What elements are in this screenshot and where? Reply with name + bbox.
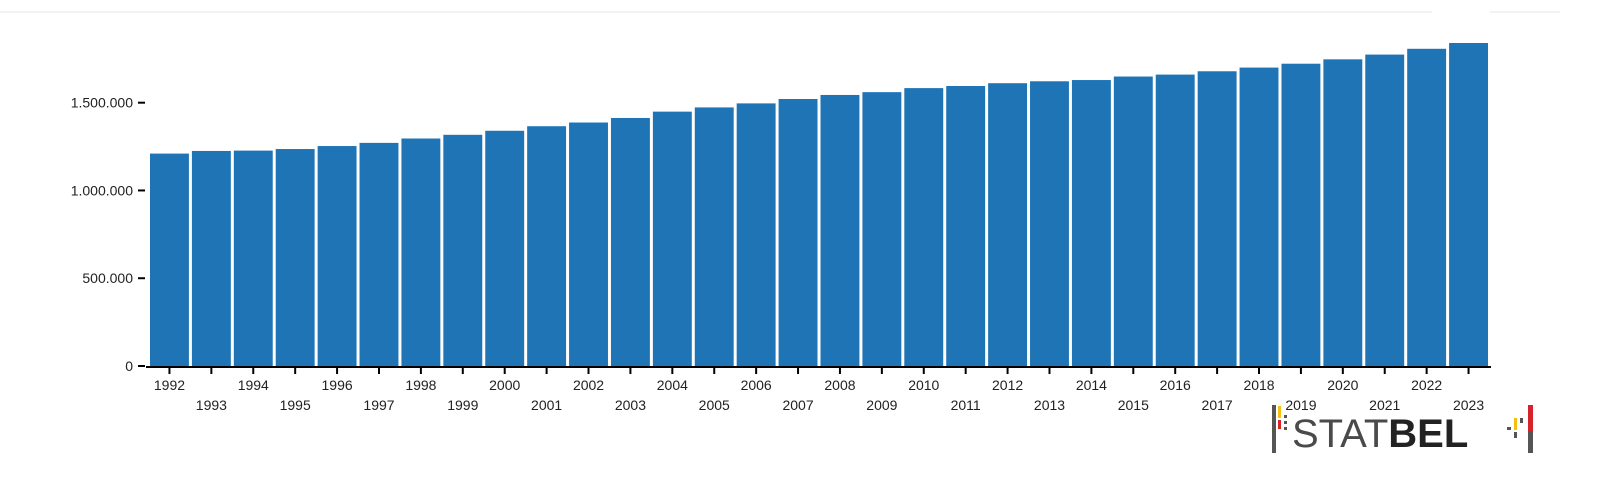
statbel-logo: STATBEL (1272, 405, 1533, 456)
bars-group (150, 43, 1488, 367)
bar-2007[interactable] (778, 99, 818, 366)
x-tick-label: 2006 (741, 377, 772, 393)
y-tick-label: 1.500.000 (71, 95, 133, 111)
bar-2003[interactable] (610, 117, 650, 367)
x-tick-label: 1996 (322, 377, 353, 393)
bar-2006[interactable] (736, 103, 776, 366)
x-tick-label: 2001 (531, 397, 562, 413)
x-tick-label: 2009 (866, 397, 897, 413)
bar-2005[interactable] (694, 107, 734, 367)
x-tick-label: 2023 (1453, 397, 1484, 413)
x-tick-label: 2012 (992, 377, 1023, 393)
x-tick-label: 2021 (1369, 397, 1400, 413)
x-tick-label: 2002 (573, 377, 604, 393)
x-tick-label: 1994 (238, 377, 269, 393)
x-tick-label: 2011 (951, 397, 981, 413)
x-tick-label: 2016 (1160, 377, 1191, 393)
bar-2015[interactable] (1113, 76, 1153, 366)
logo-left-mark (1272, 405, 1287, 453)
x-tick-label: 1993 (196, 397, 227, 413)
x-axis: 1992 1993 1994 1995 1996 1997 1998 1999 2000 2001… (146, 366, 1491, 413)
x-tick-label: 2007 (782, 397, 813, 413)
x-tick-label: 2013 (1034, 397, 1065, 413)
bar-2001[interactable] (527, 126, 567, 367)
bar-2020[interactable] (1323, 59, 1363, 366)
bar-2002[interactable] (569, 122, 608, 367)
bar-1994[interactable] (233, 150, 273, 366)
bar-2012[interactable] (988, 83, 1028, 366)
bar-2013[interactable] (1030, 81, 1069, 367)
x-tick-label: 2005 (699, 397, 730, 413)
x-tick-label: 1999 (447, 397, 478, 413)
y-tick-label: 1.000.000 (71, 182, 133, 198)
y-axis: 0 500.000 1.000.000 1.500.000 (71, 95, 145, 374)
x-tick-label: 1992 (154, 377, 185, 393)
x-tick-label: 1998 (405, 377, 436, 393)
bar-2008[interactable] (820, 94, 860, 367)
logo-right-mark (1507, 405, 1533, 453)
bar-2009[interactable] (862, 92, 902, 367)
x-tick-label: 2004 (657, 377, 688, 393)
y-tick-label: 0 (125, 358, 133, 374)
y-tick-label: 500.000 (82, 270, 133, 286)
bar-1998[interactable] (401, 138, 441, 367)
x-tick-label: 2018 (1243, 377, 1274, 393)
bar-1993[interactable] (191, 150, 231, 366)
x-tick-label: 2015 (1118, 397, 1149, 413)
bar-2018[interactable] (1239, 67, 1279, 366)
x-tick-label: 2019 (1285, 397, 1316, 413)
x-tick-label: 2017 (1202, 397, 1233, 413)
logo-text: STATBEL (1292, 412, 1468, 456)
bar-1997[interactable] (359, 142, 399, 366)
x-tick-label: 2014 (1076, 377, 1107, 393)
x-tick-label: 2008 (824, 377, 855, 393)
bar-1995[interactable] (275, 149, 315, 366)
bar-2014[interactable] (1071, 80, 1111, 366)
bar-1996[interactable] (317, 146, 357, 366)
bar-1992[interactable] (150, 153, 189, 366)
bar-2021[interactable] (1365, 54, 1405, 367)
x-tick-label: 2003 (615, 397, 646, 413)
x-tick-label: 2000 (489, 377, 520, 393)
x-tick-label: 2010 (908, 377, 939, 393)
bar-1999[interactable] (443, 134, 483, 366)
bar-2016[interactable] (1155, 74, 1195, 366)
bar-2023[interactable] (1449, 43, 1488, 366)
x-tick-label: 2022 (1411, 377, 1442, 393)
x-tick-label: 1995 (280, 397, 311, 413)
bar-2004[interactable] (652, 111, 692, 366)
bar-2010[interactable] (904, 88, 944, 367)
x-tick-label: 2020 (1327, 377, 1358, 393)
x-tick-label: 1997 (363, 397, 394, 413)
bar-2017[interactable] (1197, 71, 1237, 366)
bar-2011[interactable] (946, 86, 986, 366)
bar-2022[interactable] (1407, 48, 1447, 366)
bar-2019[interactable] (1281, 63, 1321, 367)
bar-2000[interactable] (485, 130, 525, 366)
